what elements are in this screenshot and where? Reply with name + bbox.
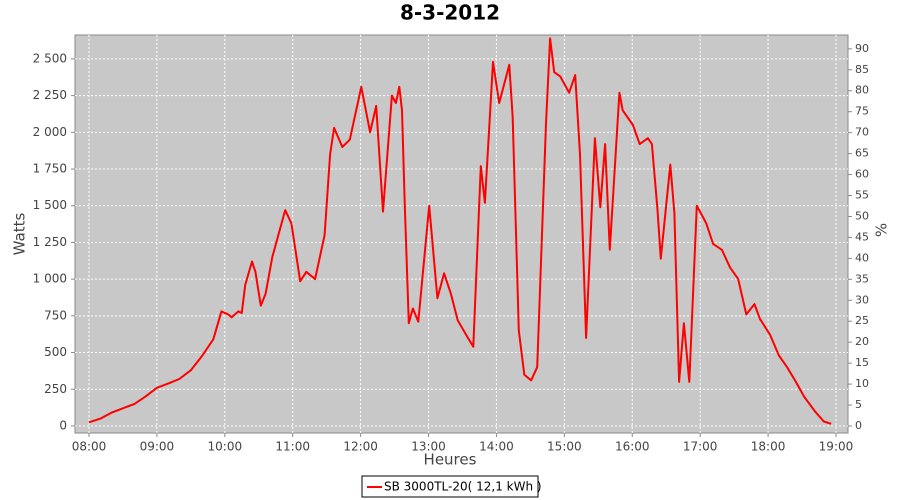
legend-label: SB 3000TL-20( 12,1 kWh )	[384, 480, 542, 494]
y-tick-label: 750	[44, 308, 67, 322]
y2-tick-label: 25	[855, 314, 869, 327]
y2-tick-label: 30	[855, 293, 869, 306]
y-tick-label: 1 000	[33, 272, 67, 286]
y-tick-label: 250	[44, 382, 67, 396]
y-axis-label: Watts	[11, 213, 29, 256]
y-tick-label: 2 500	[33, 51, 67, 65]
y2-tick-label: 20	[855, 335, 869, 348]
y2-tick-label: 90	[855, 42, 869, 55]
y-tick-label: 1 500	[33, 198, 67, 212]
x-tick-label: 17:00	[683, 440, 718, 454]
y2-tick-label: 15	[855, 356, 869, 369]
x-tick-label: 16:00	[615, 440, 650, 454]
x-axis-label: Heures	[424, 451, 477, 469]
y2-tick-label: 65	[855, 147, 869, 160]
chart-title: 8-3-2012	[400, 1, 500, 25]
y2-tick-label: 10	[855, 377, 869, 390]
y-tick-label: 1 750	[33, 162, 67, 176]
y2-tick-label: 70	[855, 126, 869, 139]
line	[88, 37, 832, 425]
x-tick-label: 09:00	[140, 440, 175, 454]
y2-tick-label: 35	[855, 272, 869, 285]
x-tick-label: 19:00	[819, 440, 854, 454]
plot-area	[74, 34, 849, 434]
y-tick-label: 1 250	[33, 235, 67, 249]
x-tick-label: 13:00	[411, 440, 446, 454]
x-tick-label: 15:00	[547, 440, 582, 454]
y-tick-label: 2 000	[33, 125, 67, 139]
x-tick-label: 10:00	[208, 440, 243, 454]
legend-box	[361, 475, 539, 498]
y2-tick-label: 45	[855, 230, 869, 243]
y2-tick-label: 55	[855, 189, 869, 202]
y2-tick-label: 0	[855, 419, 862, 432]
y2-tick-label: 50	[855, 209, 869, 222]
y2-axis-label: %	[873, 223, 891, 237]
x-tick-label: 11:00	[275, 440, 310, 454]
x-tick-label: 08:00	[72, 440, 107, 454]
x-tick-label: 12:00	[343, 440, 378, 454]
y2-tick-label: 75	[855, 105, 869, 118]
y2-tick-label: 40	[855, 251, 869, 264]
y2-tick-label: 80	[855, 84, 869, 97]
y-tick-label: 0	[59, 418, 67, 432]
x-tick-label: 14:00	[479, 440, 514, 454]
y-tick-label: 500	[44, 345, 67, 359]
y2-tick-label: 60	[855, 168, 869, 181]
y2-tick-label: 85	[855, 63, 869, 76]
y-tick-label: 2 250	[33, 88, 67, 102]
y2-tick-label: 5	[855, 398, 862, 411]
x-tick-label: 18:00	[751, 440, 786, 454]
